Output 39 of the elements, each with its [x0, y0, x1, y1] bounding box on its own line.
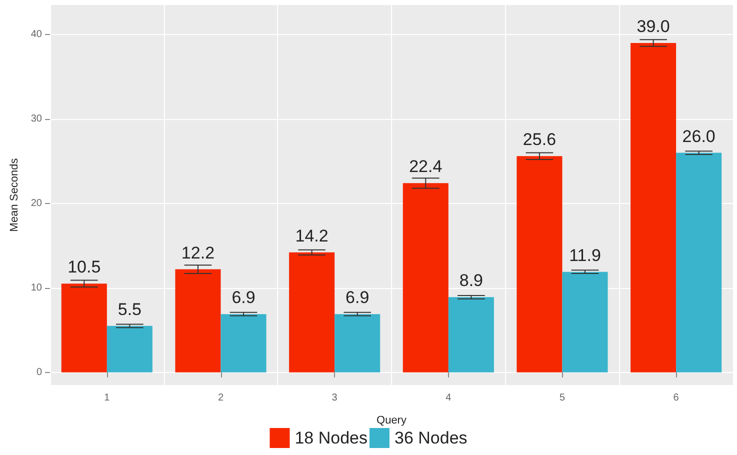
data-label: 22.4: [409, 157, 442, 176]
data-label: 8.9: [459, 271, 484, 290]
y-tick-label: 40: [30, 29, 42, 40]
x-tick-label: 6: [673, 392, 680, 404]
x-tick-label: 3: [332, 392, 338, 404]
legend-label: 36 Nodes: [394, 428, 468, 448]
x-tick-label: 4: [446, 392, 452, 404]
data-label: 11.9: [569, 246, 601, 265]
data-label: 10.5: [68, 258, 101, 277]
y-tick-label: 0: [36, 366, 42, 378]
x-tick-label: 2: [218, 392, 224, 404]
x-tick-label: 5: [559, 392, 566, 404]
bar: [220, 314, 266, 372]
y-tick-label: 10: [30, 282, 42, 294]
bar: [630, 43, 676, 372]
x-tick-label: 1: [104, 392, 110, 404]
bar: [402, 183, 448, 372]
y-tick-label: 30: [30, 114, 42, 124]
bar: [334, 314, 380, 372]
y-axis-title: Mean Seconds: [8, 158, 20, 232]
data-label: 39.0: [636, 17, 670, 36]
bar: [448, 297, 494, 372]
x-axis-title: Query: [376, 414, 407, 426]
data-label: 14.2: [295, 226, 328, 246]
data-label: 12.2: [181, 243, 215, 262]
bar: [175, 269, 221, 372]
bar: [516, 156, 562, 372]
data-label: 5.5: [118, 300, 142, 319]
legend-label: 18 Nodes: [294, 428, 368, 448]
y-tick-label: 20: [30, 198, 42, 209]
bar: [289, 252, 335, 372]
bar: [562, 272, 608, 372]
data-label: 6.9: [346, 288, 370, 308]
bar: [676, 152, 722, 372]
data-label: 25.6: [522, 130, 556, 150]
bar: [106, 326, 152, 372]
data-label: 6.9: [232, 288, 256, 308]
bar: [61, 284, 107, 372]
data-label: 26.0: [682, 126, 716, 146]
